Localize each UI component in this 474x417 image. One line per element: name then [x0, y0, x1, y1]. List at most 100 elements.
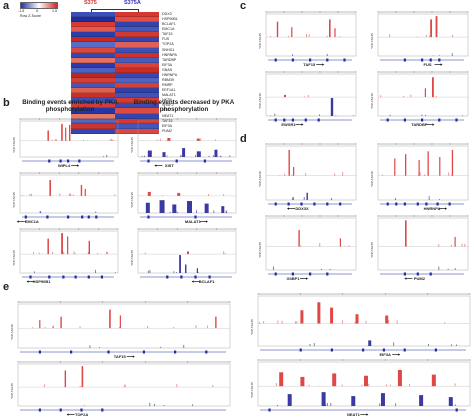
red-signal-bar	[305, 173, 307, 176]
heatmap-cell	[115, 57, 159, 63]
blue-signal-bar	[225, 210, 227, 213]
track-label: YFP-TAF15	[258, 33, 262, 49]
red-signal-bar	[330, 307, 334, 324]
track-label: YFP-TAF15	[130, 137, 134, 153]
red-signal-bar	[106, 251, 108, 255]
gene-exon	[147, 215, 150, 219]
blue-signal-bar	[379, 403, 381, 406]
blue-signal-bar	[154, 403, 156, 406]
red-signal-bar	[107, 251, 109, 255]
heatmap-row-label: FUS	[162, 37, 170, 42]
heatmap-row-label: EIF3A	[162, 62, 172, 67]
heatmap-row-label: TOP2A	[162, 42, 174, 47]
gene-exon	[326, 272, 329, 276]
red-signal-bar	[291, 174, 293, 176]
gene-exon	[38, 408, 41, 412]
legend-tick-high: 1.5	[52, 9, 57, 13]
heatmap-row-label: DDX3	[162, 12, 172, 16]
genome-track-block: YFP-TAF15 NEAT1	[250, 359, 471, 417]
heatmap-cell	[71, 67, 115, 73]
heatmap-row-label: NEAT1	[162, 113, 174, 118]
blue-signal-bar	[162, 154, 164, 157]
blue-signal-bar	[183, 344, 185, 348]
red-signal-bar	[70, 193, 72, 196]
red-signal-bar	[279, 372, 284, 387]
blue-signal-bar	[39, 210, 41, 213]
heatmap-cell	[71, 98, 115, 104]
track-frame	[19, 120, 119, 158]
track-label: YFP-TAF15	[370, 33, 374, 49]
gene-exon	[87, 215, 90, 219]
heatmap-cell	[115, 103, 159, 109]
gene-exon	[416, 202, 419, 206]
blue-signal-bar	[389, 114, 391, 116]
heatmap-cell	[115, 123, 159, 129]
panel-label-a: a	[3, 0, 10, 12]
gene-exon	[46, 215, 49, 219]
red-signal-bar	[296, 321, 298, 324]
gene-exon	[309, 58, 312, 62]
heatmap-cell	[71, 52, 115, 58]
gene-exon	[343, 58, 346, 62]
red-signal-bar	[109, 139, 111, 141]
genome-track-block: YFP-TAF15 PUM2	[370, 215, 469, 280]
heatmap-cell	[115, 37, 159, 43]
panel-label-d: d	[240, 133, 247, 145]
legend-gradient-bar	[20, 2, 58, 9]
gene-exon	[421, 58, 424, 62]
heatmap-cell	[115, 22, 159, 28]
track-label: YFP-TAF15	[10, 324, 14, 340]
genome-track-block: YFP-TAF15 TAF15	[10, 301, 231, 359]
blue-signal-bar	[330, 98, 334, 116]
gene-exon	[274, 118, 277, 122]
track-frame	[257, 361, 471, 407]
red-signal-bar	[326, 35, 328, 38]
gene-exon	[74, 275, 77, 279]
red-signal-bar	[69, 124, 71, 141]
blue-signal-bar	[40, 211, 42, 213]
gene-exon	[429, 58, 432, 62]
gene-name: TAF15	[114, 354, 127, 359]
blue-signal-bar	[447, 268, 449, 270]
blue-signal-bar	[421, 114, 423, 116]
gene-exon	[313, 202, 316, 206]
panel-b-tracks: YFP-TAF15 WIPL4 YFP-TAF15 EMC1A YFP-TAF15 HSP…	[12, 118, 237, 284]
blue-signal-bar	[321, 268, 322, 270]
blue-signal-bar	[95, 211, 97, 213]
red-signal-bar	[418, 159, 420, 176]
red-signal-bar	[162, 195, 164, 196]
gene-exon	[283, 118, 286, 122]
gene-exon	[203, 159, 206, 163]
gene-exon	[438, 118, 441, 122]
gene-exon	[403, 202, 406, 206]
blue-signal-bar	[226, 211, 228, 213]
red-signal-bar	[298, 230, 300, 247]
heatmap-cell	[115, 108, 159, 114]
red-signal-bar	[464, 243, 466, 247]
red-signal-bar	[47, 130, 49, 141]
red-signal-bar	[319, 242, 321, 247]
heatmap-cell	[71, 12, 115, 18]
red-signal-bar	[52, 326, 54, 329]
blue-signal-bar	[451, 344, 452, 346]
gene-exon	[304, 118, 307, 122]
track-frame	[137, 230, 237, 274]
red-signal-bar	[425, 34, 427, 38]
blue-signal-bar	[149, 154, 151, 157]
gene-exon	[291, 272, 294, 276]
heatmap-row-label: PUM2	[162, 128, 172, 133]
red-signal-bar	[382, 174, 383, 176]
red-signal-bar	[435, 16, 438, 38]
red-signal-bar	[451, 174, 453, 176]
strand-arrowhead	[306, 277, 308, 280]
red-signal-bar	[21, 195, 23, 196]
heatmap-cell	[115, 128, 159, 134]
red-signal-bar	[361, 384, 363, 387]
gene-exon	[386, 202, 389, 206]
blue-signal-bar	[149, 269, 151, 273]
heatmap-row-label: SNHG1	[162, 47, 175, 52]
red-signal-bar	[159, 138, 161, 141]
blue-signal-bar	[439, 199, 440, 200]
blue-signal-bar	[270, 115, 272, 116]
panel-label-e: e	[3, 281, 10, 293]
